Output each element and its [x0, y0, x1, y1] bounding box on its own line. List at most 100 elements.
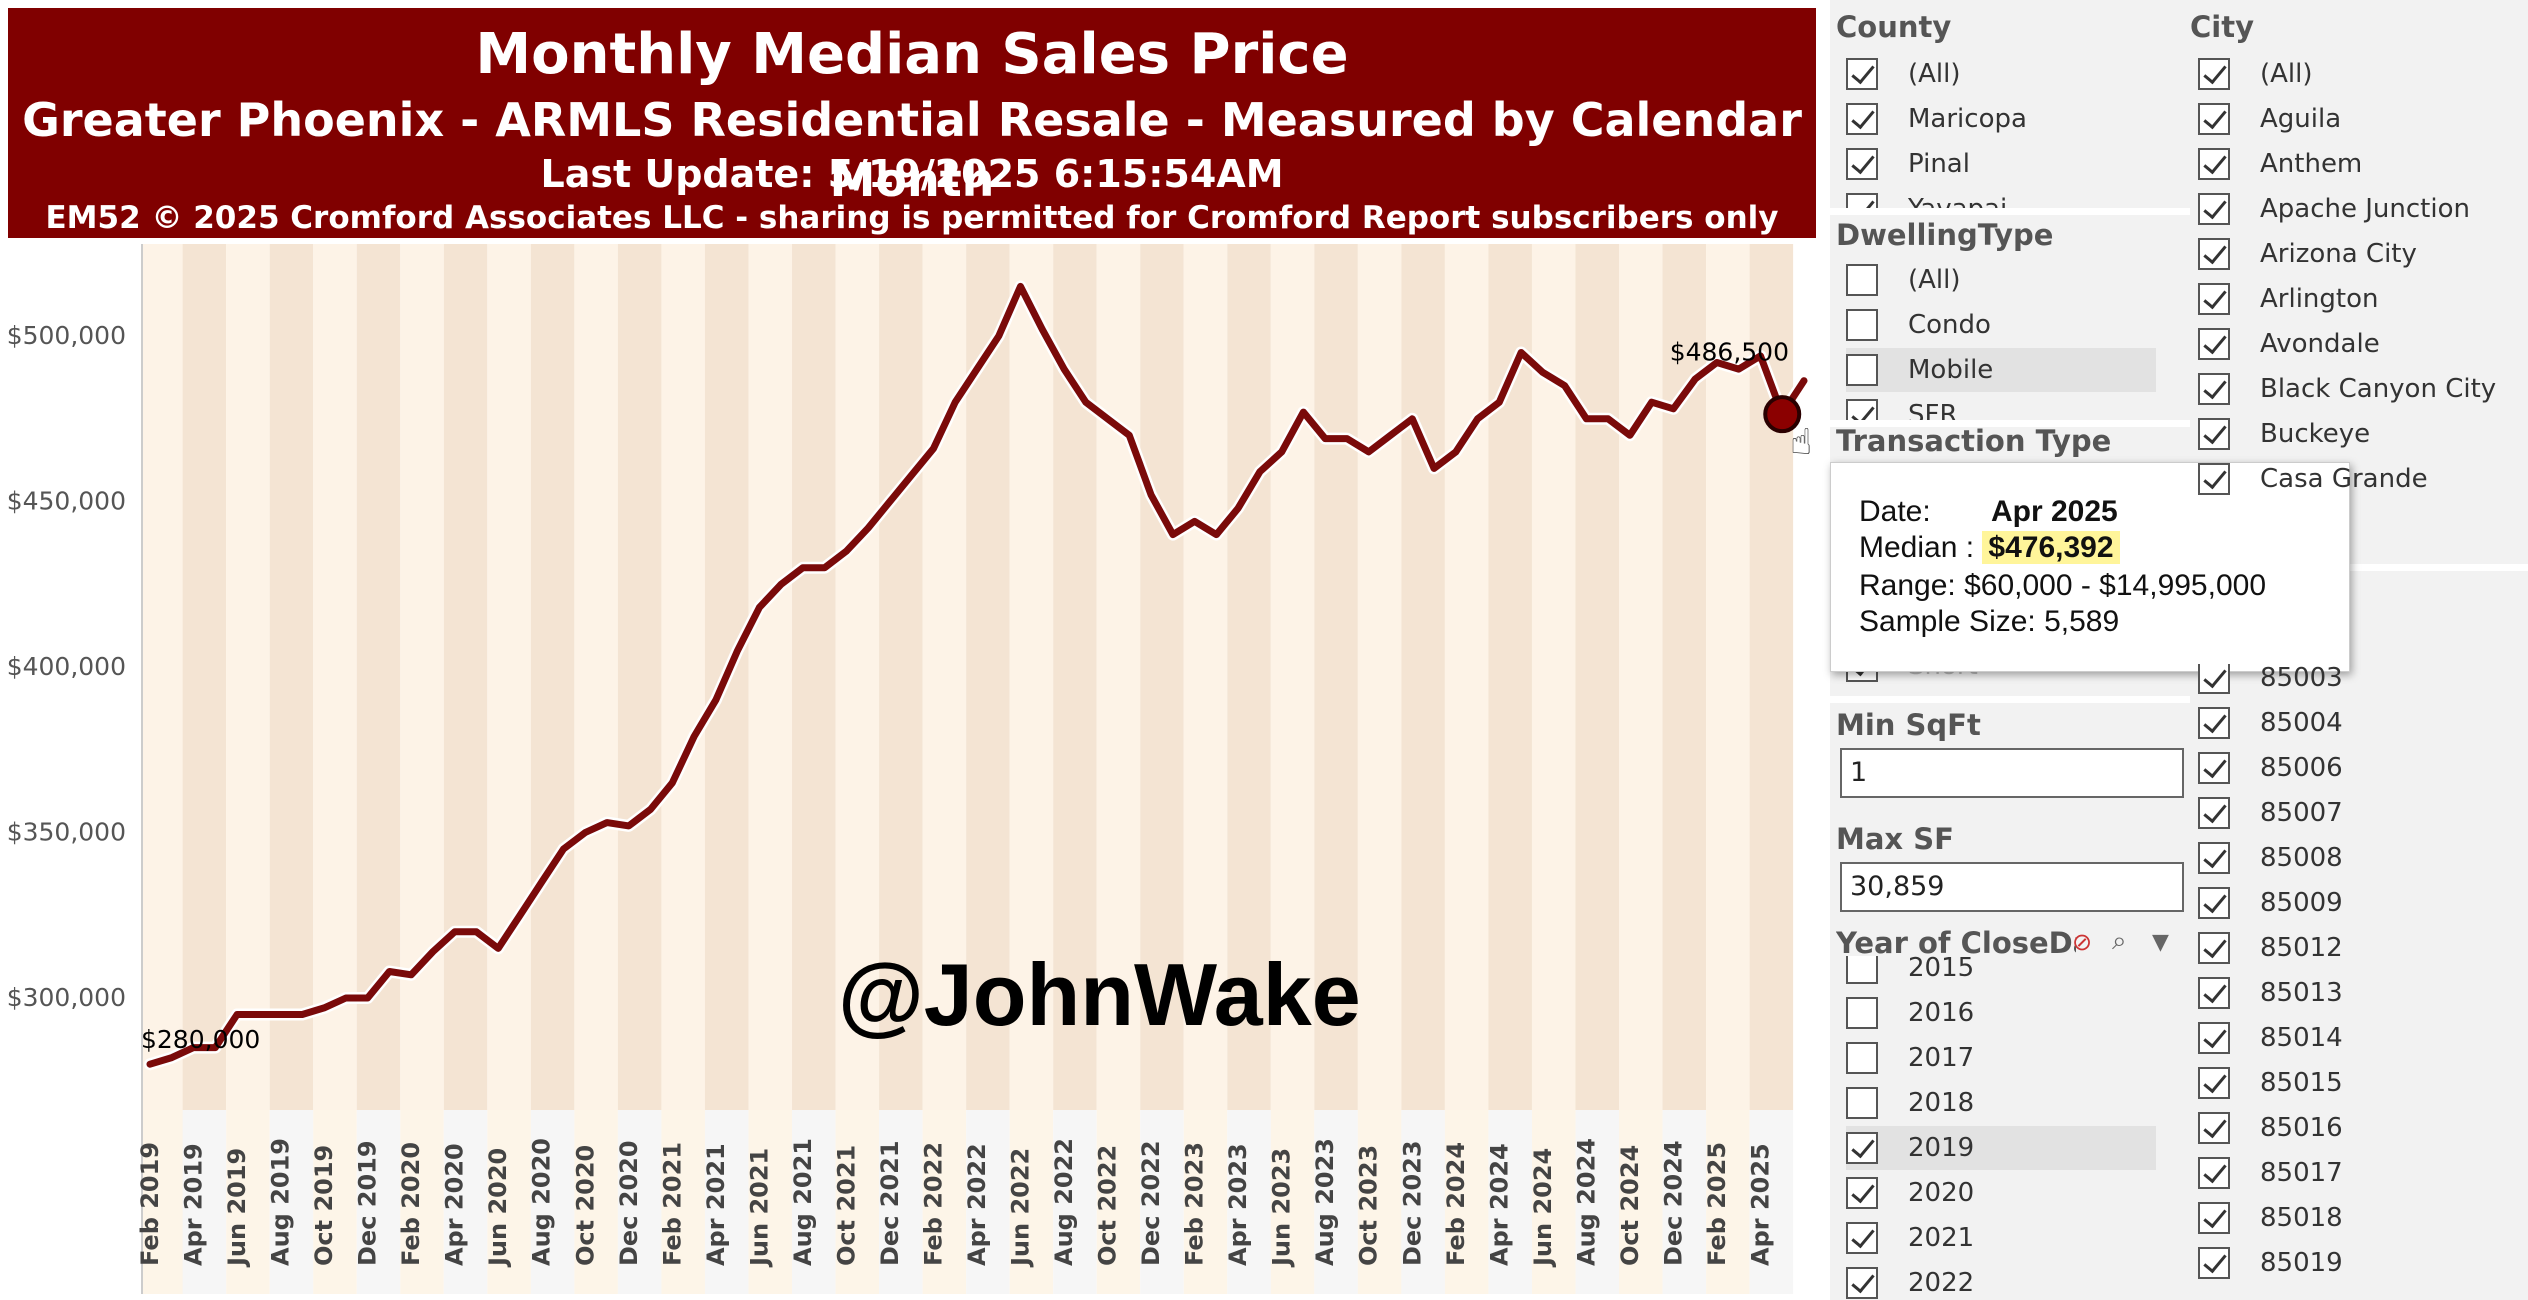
checkbox[interactable]: [1846, 997, 1878, 1029]
checkbox[interactable]: [2198, 1022, 2230, 1054]
checkbox[interactable]: [2198, 887, 2230, 919]
x-tick-label: Jun 2022: [1007, 1148, 1035, 1268]
zip-item[interactable]: 85009: [2198, 881, 2508, 925]
month-band: [269, 244, 314, 1110]
city-item[interactable]: Black Canyon City: [2198, 367, 2508, 411]
city-item[interactable]: Avondale: [2198, 322, 2508, 366]
city-item[interactable]: Arizona City: [2198, 232, 2508, 276]
checkbox[interactable]: [2198, 463, 2230, 495]
year-item[interactable]: 2022: [1846, 1261, 2156, 1300]
zip-list[interactable]: 85003 85004 85006 85007 85008 85009 85012 85013…: [2198, 664, 2528, 1300]
checkbox[interactable]: [2198, 103, 2230, 135]
checkbox[interactable]: [2198, 797, 2230, 829]
checkbox[interactable]: [2198, 1067, 2230, 1099]
year-list[interactable]: 2015 2016 2017 2018 2019 2020 2021 2022: [1846, 956, 2176, 1300]
checkbox[interactable]: [2198, 752, 2230, 784]
checkbox[interactable]: [1846, 1132, 1878, 1164]
city-item[interactable]: Anthem: [2198, 142, 2508, 186]
median-price-chart[interactable]: $300,000 $350,000 $400,000 $450,000 $500,000…: [8, 244, 1816, 1294]
checkbox[interactable]: [1846, 1087, 1878, 1119]
checkbox[interactable]: [1846, 1222, 1878, 1254]
dwelling-item[interactable]: Mobile: [1846, 348, 2156, 392]
x-tick-label: Jun 2019: [223, 1148, 251, 1268]
checkbox[interactable]: [2198, 328, 2230, 360]
year-item[interactable]: 2017: [1846, 1036, 2156, 1080]
checkbox[interactable]: [1846, 956, 1878, 984]
checkbox[interactable]: [2198, 148, 2230, 180]
checkbox[interactable]: [2198, 283, 2230, 315]
max-sf-input[interactable]: 30,859: [1840, 862, 2184, 912]
city-list[interactable]: (All) Aguila Anthem Apache Junction Arizona …: [2198, 50, 2528, 562]
data-point: [1017, 283, 1024, 290]
search-icon[interactable]: ⌕: [2112, 926, 2127, 956]
zip-item[interactable]: 85014: [2198, 1016, 2508, 1060]
checkbox[interactable]: [2198, 977, 2230, 1009]
checkbox[interactable]: [1846, 193, 1878, 208]
year-item[interactable]: 2019: [1846, 1126, 2156, 1170]
checkbox[interactable]: [2198, 418, 2230, 450]
city-item[interactable]: Arlington: [2198, 277, 2508, 321]
checkbox[interactable]: [2198, 1112, 2230, 1144]
county-item[interactable]: Yavapai: [1846, 187, 2156, 208]
y-tick-label: $350,000: [8, 818, 126, 847]
checkbox[interactable]: [1846, 1177, 1878, 1209]
checkbox[interactable]: [1846, 103, 1878, 135]
zip-item[interactable]: 85007: [2198, 791, 2508, 835]
zip-item[interactable]: 85013: [2198, 971, 2508, 1015]
dwelling-list[interactable]: (All) Condo Mobile SFR: [1846, 256, 2176, 420]
x-tick-label: Feb 2023: [1181, 1142, 1209, 1266]
chart-svg[interactable]: $300,000 $350,000 $400,000 $450,000 $500,000…: [8, 244, 1816, 1294]
city-item[interactable]: Buckeye: [2198, 412, 2508, 456]
checkbox[interactable]: [2198, 58, 2230, 90]
checkbox[interactable]: [1846, 1042, 1878, 1074]
city-item[interactable]: (All): [2198, 52, 2508, 96]
zip-item[interactable]: 85017: [2198, 1151, 2508, 1195]
checkbox[interactable]: [2198, 707, 2230, 739]
dwelling-item[interactable]: SFR: [1846, 393, 2156, 420]
checkbox[interactable]: [1846, 1267, 1878, 1299]
city-item[interactable]: Aguila: [2198, 97, 2508, 141]
checkbox[interactable]: [2198, 932, 2230, 964]
dwelling-item[interactable]: Condo: [1846, 303, 2156, 347]
zip-item[interactable]: 85006: [2198, 746, 2508, 790]
checkbox[interactable]: [2198, 1157, 2230, 1189]
dwelling-item[interactable]: (All): [1846, 258, 2156, 302]
year-item[interactable]: 2020: [1846, 1171, 2156, 1215]
checkbox[interactable]: [1846, 399, 1878, 420]
checkbox[interactable]: [2198, 664, 2230, 694]
checkbox[interactable]: [2198, 1202, 2230, 1234]
city-item[interactable]: Apache Junction: [2198, 187, 2508, 231]
county-list[interactable]: (All) Maricopa Pinal Yavapai: [1846, 50, 2176, 208]
x-tick-label: Apr 2020: [441, 1143, 469, 1266]
year-item[interactable]: 2021: [1846, 1216, 2156, 1260]
chevron-down-icon[interactable]: ▼: [2152, 930, 2169, 955]
checkbox[interactable]: [2198, 373, 2230, 405]
zip-item[interactable]: 85018: [2198, 1196, 2508, 1240]
zip-item[interactable]: 85004: [2198, 701, 2508, 745]
year-item[interactable]: 2016: [1846, 991, 2156, 1035]
zip-item[interactable]: 85012: [2198, 926, 2508, 970]
checkbox[interactable]: [2198, 1247, 2230, 1279]
end-value-label: $486,500: [1670, 338, 1789, 367]
county-item[interactable]: Pinal: [1846, 142, 2156, 186]
zip-item[interactable]: 85008: [2198, 836, 2508, 880]
year-item[interactable]: 2018: [1846, 1081, 2156, 1125]
checkbox[interactable]: [1846, 148, 1878, 180]
zip-item[interactable]: 85015: [2198, 1061, 2508, 1105]
checkbox[interactable]: [1846, 264, 1878, 296]
city-item[interactable]: Casa Grande: [2198, 457, 2508, 501]
clear-filter-icon[interactable]: ⊘: [2072, 928, 2093, 956]
checkbox[interactable]: [1846, 309, 1878, 341]
zip-item[interactable]: 85003: [2198, 664, 2508, 700]
checkbox[interactable]: [2198, 238, 2230, 270]
zip-item[interactable]: 85019: [2198, 1241, 2508, 1285]
min-sqft-input[interactable]: 1: [1840, 748, 2184, 798]
county-item[interactable]: (All): [1846, 52, 2156, 96]
county-item[interactable]: Maricopa: [1846, 97, 2156, 141]
checkbox[interactable]: [1846, 58, 1878, 90]
year-item[interactable]: 2015: [1846, 956, 2156, 990]
checkbox[interactable]: [1846, 354, 1878, 386]
zip-item[interactable]: 85016: [2198, 1106, 2508, 1150]
checkbox[interactable]: [2198, 842, 2230, 874]
checkbox[interactable]: [2198, 193, 2230, 225]
